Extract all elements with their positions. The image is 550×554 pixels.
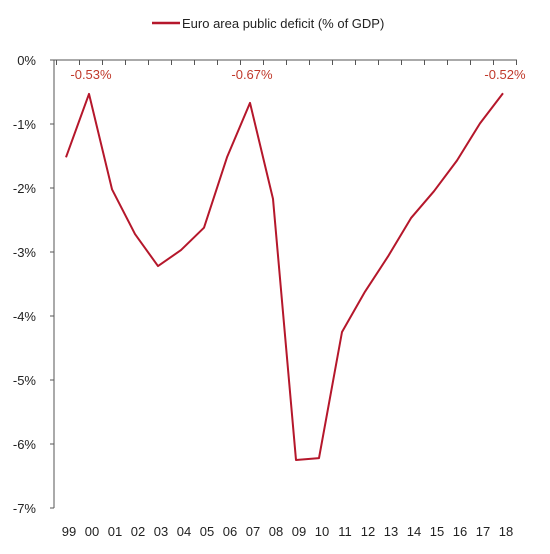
y-tick-label: -4%: [13, 309, 37, 324]
x-tick-label: 16: [453, 524, 467, 539]
legend-label: Euro area public deficit (% of GDP): [182, 16, 384, 31]
x-tick-label: 06: [223, 524, 237, 539]
series-line: [65, 92, 504, 461]
y-tick-label: -1%: [13, 117, 37, 132]
x-tick-label: 13: [384, 524, 398, 539]
x-tick-label: 04: [177, 524, 191, 539]
plot-area: -0.53% -0.67% -0.52%: [65, 67, 526, 461]
y-tick-label: -3%: [13, 245, 37, 260]
x-tick-label: 09: [292, 524, 306, 539]
x-tick-label: 03: [154, 524, 168, 539]
x-tick-label: 11: [338, 524, 352, 539]
x-tick-label: 01: [108, 524, 122, 539]
data-label: -0.52%: [484, 67, 526, 82]
x-tick-label: 18: [499, 524, 513, 539]
x-tick-label: 14: [407, 524, 421, 539]
x-tick-label: 05: [200, 524, 214, 539]
x-tick-label: 00: [85, 524, 99, 539]
x-tick-label: 17: [476, 524, 490, 539]
data-label: -0.53%: [70, 67, 112, 82]
data-label: -0.67%: [231, 67, 273, 82]
x-tick-label: 07: [246, 524, 260, 539]
legend: Euro area public deficit (% of GDP): [152, 16, 384, 31]
y-tick-label: -5%: [13, 373, 37, 388]
y-tick-label: 0%: [17, 53, 36, 68]
x-tick-label: 99: [62, 524, 76, 539]
y-tick-label: -7%: [13, 501, 37, 516]
x-tick-label: 12: [361, 524, 375, 539]
x-tick-label: 15: [430, 524, 444, 539]
y-tick-label: -2%: [13, 181, 37, 196]
x-tick-label: 02: [131, 524, 145, 539]
axes: 0% -1% -2% -3% -4% -5% -6% -7% 99 00 01 02 03 04 05 06 0…: [13, 53, 517, 539]
y-tick-label: -6%: [13, 437, 37, 452]
x-tick-label: 10: [315, 524, 329, 539]
x-tick-label: 08: [269, 524, 283, 539]
